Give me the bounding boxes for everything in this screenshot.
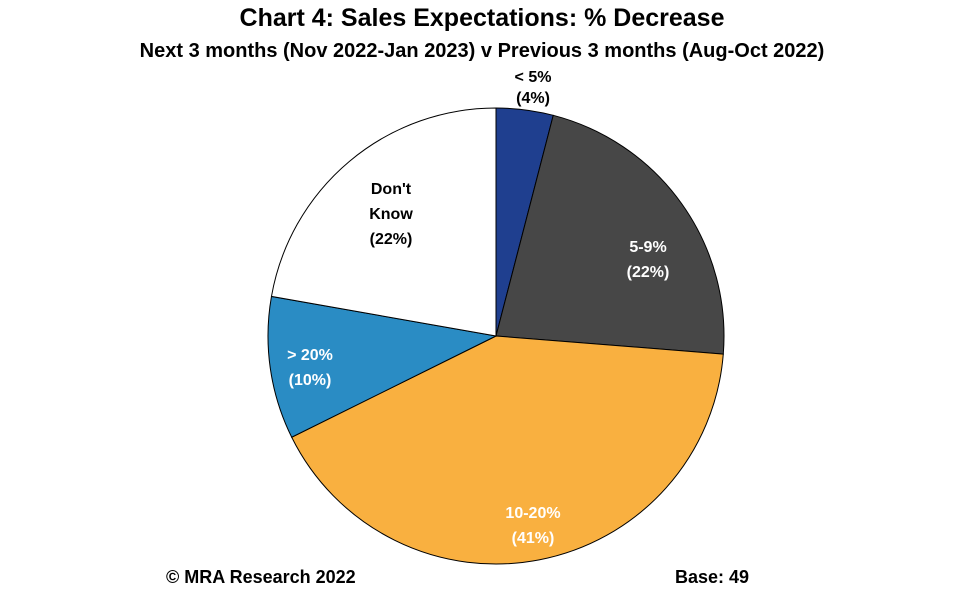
slice-label-line: Know	[369, 206, 413, 223]
pie-slice-1	[495, 114, 725, 355]
slice-label-1: 5-9% (22%)	[627, 239, 670, 281]
slice-label-line: (10%)	[289, 372, 332, 389]
slice-label-3: > 20% (10%)	[287, 347, 333, 389]
copyright-text: © MRA Research 2022	[166, 567, 356, 587]
slice-label-line: (41%)	[512, 530, 555, 547]
slice-label-line: (4%)	[516, 90, 550, 107]
slice-label-line: 10-20%	[505, 505, 560, 522]
pie-slice-3	[267, 295, 498, 438]
slice-label-line: (22%)	[627, 264, 670, 281]
slice-label-line: > 20%	[287, 347, 333, 364]
pie-slice-2	[291, 335, 724, 565]
slice-label-line: < 5%	[515, 69, 552, 86]
slice-label-4: Don't Know (22%)	[369, 181, 413, 248]
slice-label-0: < 5% (4%)	[515, 69, 552, 107]
pie-slice-4	[270, 107, 497, 337]
slice-label-2: 10-20% (41%)	[505, 505, 560, 547]
slice-label-line: 5-9%	[629, 239, 666, 256]
chart-title: Chart 4: Sales Expectations: % Decrease	[239, 4, 725, 32]
chart-subtitle: Next 3 months (Nov 2022-Jan 2023) v Prev…	[139, 40, 825, 62]
slice-label-line: (22%)	[370, 231, 413, 248]
base-count: Base: 49	[675, 567, 750, 587]
slice-label-line: Don't	[371, 181, 412, 198]
